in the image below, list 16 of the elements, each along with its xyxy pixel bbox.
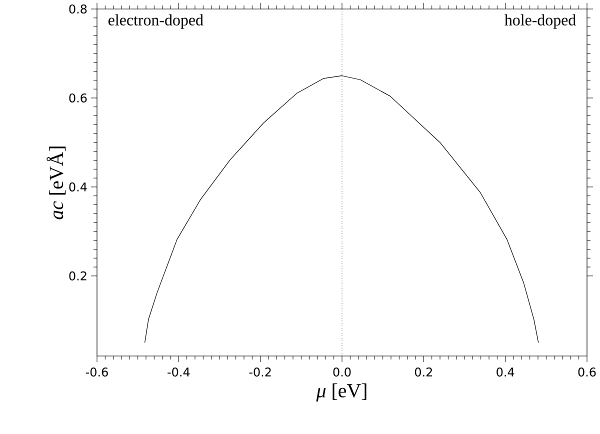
x-tick-label: 0.6 xyxy=(578,368,596,377)
line-series xyxy=(144,75,539,343)
annotation: electron-doped xyxy=(108,14,204,29)
x-tick-label: 0.2 xyxy=(414,368,432,377)
annotation: hole-doped xyxy=(504,14,576,29)
x-tick-label: -0.6 xyxy=(86,368,108,377)
y-axis-title: ac [eVÅ] xyxy=(46,146,66,220)
y-tick-label: 0.6 xyxy=(69,93,87,102)
x-axis-title: μ [eV] xyxy=(316,383,366,402)
x-tick-label: 0.0 xyxy=(333,368,351,377)
x-tick-label: 0.4 xyxy=(496,368,514,377)
y-tick-label: 0.8 xyxy=(69,4,87,14)
y-tick-label: 0.4 xyxy=(69,182,87,192)
y-tick-label: 0.2 xyxy=(69,271,86,280)
x-tick-label: -0.2 xyxy=(249,368,271,377)
x-tick-label: -0.4 xyxy=(168,368,190,377)
